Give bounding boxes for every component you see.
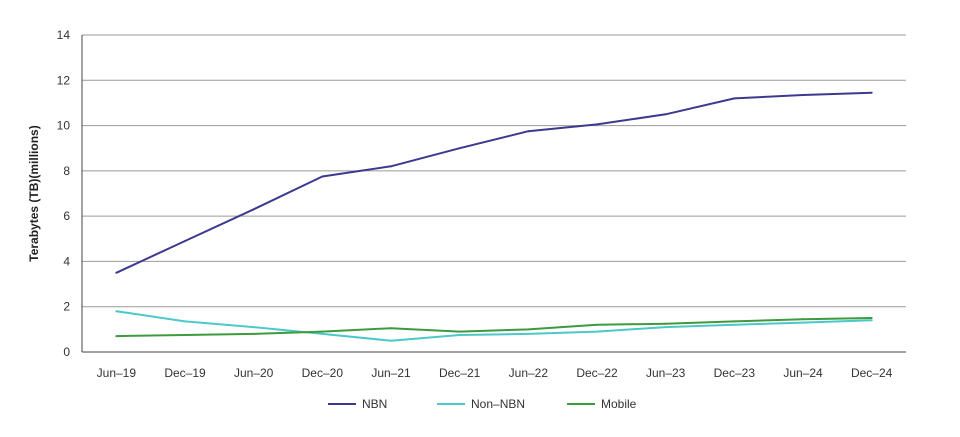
data-point	[870, 317, 873, 320]
series-line-nbn	[115, 91, 872, 274]
data-point	[458, 334, 461, 337]
data-point	[527, 328, 530, 331]
data-point	[115, 310, 118, 313]
y-tick-label: 12	[57, 73, 71, 87]
x-tick-label: Jun–19	[97, 366, 137, 380]
data-point	[321, 175, 324, 178]
data-point	[870, 319, 873, 322]
y-tick-label: 6	[63, 209, 70, 223]
data-point	[115, 271, 118, 274]
data-point	[596, 330, 598, 333]
data-point	[664, 326, 667, 329]
x-tick-label: Jun–23	[646, 366, 686, 380]
data-point	[321, 330, 324, 333]
x-tick-label: Dec–22	[576, 366, 618, 380]
data-point	[527, 130, 530, 133]
data-point	[115, 335, 118, 338]
data-point	[802, 94, 804, 97]
data-point	[596, 323, 598, 326]
data-point	[458, 147, 461, 150]
x-tick-label: Dec–21	[439, 366, 481, 380]
series-lines	[115, 91, 873, 342]
x-tick-label: Dec–19	[164, 366, 206, 380]
data-point	[252, 326, 255, 329]
series-line-non-nbn	[116, 310, 872, 342]
data-point	[664, 322, 667, 325]
data-point	[527, 332, 530, 335]
data-point	[184, 240, 186, 243]
y-tick-label: 4	[63, 254, 70, 268]
data-point	[390, 165, 392, 168]
data-point	[390, 327, 392, 330]
series-line-mobile	[116, 317, 872, 338]
data-point	[252, 208, 255, 211]
legend: NBN Non–NBN Mobile	[328, 397, 637, 411]
legend-label: NBN	[362, 397, 387, 411]
y-tick-label: 8	[63, 164, 70, 178]
data-point	[184, 334, 186, 337]
data-point	[733, 323, 736, 326]
data-point	[184, 320, 186, 323]
axes	[81, 35, 906, 353]
data-point	[664, 113, 667, 116]
data-point	[458, 330, 461, 333]
data-point	[802, 318, 804, 321]
data-point	[733, 97, 736, 100]
x-axis-ticks: Jun–19 Dec–19 Jun–20 Dec–20 Jun–21 Dec–21 Jun–…	[97, 366, 893, 380]
y-tick-label: 14	[57, 28, 71, 42]
legend-label: Non–NBN	[471, 397, 525, 411]
x-tick-label: Dec–20	[302, 366, 344, 380]
data-point	[802, 321, 804, 324]
x-tick-label: Dec–23	[714, 366, 756, 380]
y-tick-label: 2	[63, 300, 70, 314]
legend-label: Mobile	[601, 397, 637, 411]
x-tick-label: Jun–22	[509, 366, 549, 380]
data-point	[252, 332, 255, 335]
y-tick-label: 10	[57, 119, 71, 133]
data-point	[321, 332, 324, 335]
data-point	[733, 320, 736, 323]
data-point	[870, 91, 873, 94]
x-tick-label: Jun–20	[234, 366, 274, 380]
x-tick-label: Jun–24	[783, 366, 823, 380]
data-point	[390, 339, 392, 342]
y-axis-title: Terabytes (TB)(millions)	[27, 125, 41, 261]
data-point	[596, 123, 598, 126]
x-tick-label: Dec–24	[851, 366, 893, 380]
y-tick-label: 0	[63, 345, 70, 359]
x-tick-label: Jun–21	[371, 366, 411, 380]
y-axis-ticks: 0 2 4 6 8 10 12 14	[57, 28, 71, 359]
gridlines	[82, 34, 906, 308]
